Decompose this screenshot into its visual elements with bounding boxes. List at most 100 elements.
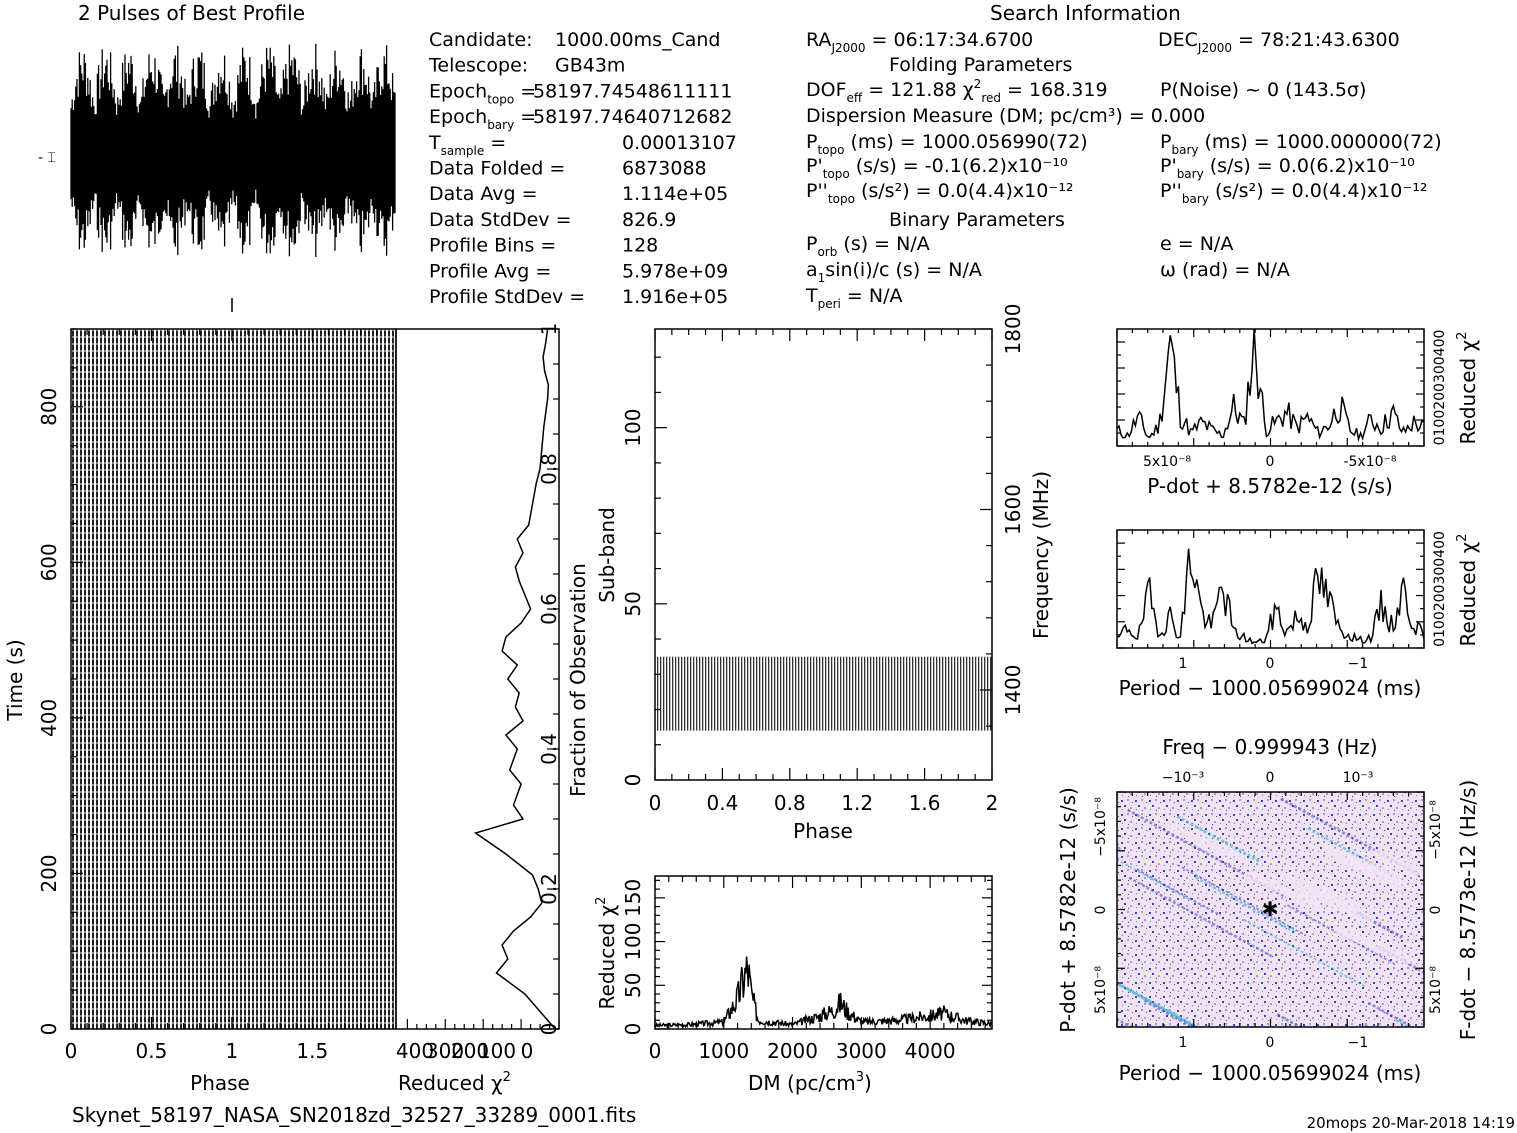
ppdot-xlabel: Period − 1000.05699024 (ms) <box>1119 1061 1422 1085</box>
period-xlabel: Period − 1000.05699024 (ms) <box>1119 676 1422 700</box>
dm-frame <box>654 875 993 1030</box>
small-ytick-labels: 0100200300400 <box>1432 330 1448 446</box>
ecc-line: e = N/A <box>1160 233 1233 255</box>
time-chi2-xtick: 0 <box>521 1039 534 1063</box>
info-label: Profile StdDev = <box>429 286 585 308</box>
info-label: Data Avg = <box>429 183 538 205</box>
period-ylabel: Reduced χ2 <box>1455 534 1480 647</box>
info-value: 826.9 <box>622 209 676 231</box>
time-chi2-xlabel: Reduced χ2 <box>398 1070 511 1095</box>
ppdot-streaks <box>1117 797 1424 1027</box>
info-value: 1.916e+05 <box>622 286 728 308</box>
pdot-plot: 5x10⁻⁸ 0 -5x10⁻⁸ 0100200300400 P-dot + 8.57… <box>1116 328 1480 498</box>
ppdot-xtick: 1 <box>1179 1035 1188 1051</box>
ppdot-xtick-top: −10⁻³ <box>1162 770 1205 786</box>
ppdot-streak <box>1117 1017 1134 1027</box>
dec-label: DECJ2000 = 78:21:43.6300 <box>1158 29 1400 55</box>
ptopo-line: Ptopo (ms) = 1000.056990(72) <box>806 131 1088 157</box>
info-value: 58197.74640712682 <box>533 106 732 128</box>
ppdot-xtick: −1 <box>1348 1035 1369 1051</box>
ppdot-title: Freq − 0.999943 (Hz) <box>1162 735 1377 759</box>
dm-xtick: 1000 <box>698 1039 749 1063</box>
ppdot-pale-streak <box>1372 849 1424 879</box>
time-phase-xtick: 0 <box>65 1039 78 1063</box>
pdbary-line: P'bary (s/s) = 0.0(6.2)x10⁻¹⁰ <box>1160 155 1415 181</box>
dm-ytick: 150 <box>621 879 645 917</box>
ppdot-streak <box>1176 864 1307 937</box>
pdot-xlabel: P-dot + 8.5782e-12 (s/s) <box>1147 474 1393 498</box>
footer-stamp: 20mops 20-Mar-2018 14:19 <box>1307 1114 1515 1132</box>
ppdot-best-marker: ✱ <box>1262 897 1279 921</box>
small-xtick: 1 <box>1179 656 1188 672</box>
pnoise-line: P(Noise) ~ 0 (143.5σ) <box>1160 79 1366 101</box>
info-label: Tsample = <box>428 132 506 158</box>
profile-errorbar: - ⌶ <box>38 150 56 166</box>
file-name: Skynet_58197_NASA_SN2018zd_32527_33289_0… <box>72 1103 636 1127</box>
time-phase-ytick: 0 <box>37 1023 61 1036</box>
time-chi2-xtick: 400 <box>396 1039 434 1063</box>
time-phase-xtick: 1 <box>226 1039 239 1063</box>
period-frame <box>1116 529 1425 649</box>
ra-label: RAJ2000 = 06:17:34.6700 <box>806 29 1033 55</box>
subband-ytick2: 1800 <box>1001 304 1025 355</box>
subband-ytick2: 1600 <box>1001 484 1025 535</box>
ppdot-pale-streak <box>1282 872 1361 911</box>
info-label: Telescope: <box>428 55 528 77</box>
pbary-line: Pbary (ms) = 1000.000000(72) <box>1160 131 1442 157</box>
pdtopo-line: P'topo (s/s) = -0.1(6.2)x10⁻¹⁰ <box>806 155 1068 181</box>
info-label: Profile Avg = <box>429 260 551 282</box>
dm-ytick: 0 <box>621 1023 645 1036</box>
pdot-ylabel: Reduced χ2 <box>1455 332 1480 445</box>
folding-title: Folding Parameters <box>889 54 1072 76</box>
info-value: GB43m <box>555 55 625 77</box>
info-label: Data StdDev = <box>429 209 572 231</box>
ppdot-streak <box>1176 815 1261 864</box>
info-value: 1.114e+05 <box>622 183 728 205</box>
ppdot-streak <box>1136 868 1221 917</box>
info-label: Epochtopo = <box>429 80 536 106</box>
dm-xlabel: DM (pc/cm3) <box>748 1070 872 1095</box>
subband-xtick: 0.8 <box>774 791 806 815</box>
pdot-line <box>1116 328 1425 443</box>
small-xtick: 5x10⁻⁸ <box>1143 454 1191 470</box>
time-phase-ytick: 400 <box>37 699 61 737</box>
omega-line: ω (rad) = N/A <box>1160 259 1290 281</box>
ppdot-pale-streak <box>1326 851 1405 890</box>
time-chi2-line <box>473 328 556 1030</box>
info-value: 128 <box>622 235 658 257</box>
time-phase-xtick: 0.5 <box>136 1039 168 1063</box>
ppdot-streak <box>1117 981 1199 1027</box>
ppdot-xtick-top: 0 <box>1266 770 1275 786</box>
ppdot-ytick2: 5x10⁻⁸ <box>1428 966 1444 1014</box>
subband-xtick: 2 <box>986 791 999 815</box>
search-info-title: Search Information <box>990 1 1181 25</box>
time-chi2-xtick: 100 <box>478 1039 516 1063</box>
ppdot-pale-streak <box>1296 885 1375 924</box>
dof-line: DOFeff = 121.88 χ2red = 168.319 <box>806 77 1108 105</box>
ppdot-pale-streak <box>1243 871 1322 910</box>
small-xtick: 0 <box>1266 454 1275 470</box>
dm-ytick: 50 <box>621 973 645 998</box>
info-value: 0.00013107 <box>622 132 737 154</box>
profile-trace <box>70 43 396 257</box>
small-xtick: −1 <box>1348 656 1369 672</box>
info-left: Candidate: 1000.00ms_Cand Telescope: GB43m E… <box>428 29 737 308</box>
time-chi2-ylabel2: Fraction of Observation <box>566 563 590 797</box>
period-plot: 1 0 −1 0100200300400 Period − 1000.05699024… <box>1116 529 1480 700</box>
subband-ytick2: 1400 <box>1001 665 1025 716</box>
ppdot-streak <box>1367 1001 1416 1027</box>
ppdot-streak <box>1117 858 1189 900</box>
dm-line <box>654 956 993 1030</box>
ppdot-streak <box>1280 797 1423 878</box>
ppdot-streak <box>1117 981 1201 1027</box>
dm-xtick: 0 <box>649 1039 662 1063</box>
time-chi2-frame <box>395 328 560 1030</box>
ppdot-pale-streak <box>1167 823 1246 862</box>
dm-xtick: 4000 <box>905 1039 956 1063</box>
info-right: RAJ2000 = 06:17:34.6700 DECJ2000 = 78:21… <box>805 29 1442 311</box>
period-line <box>1116 548 1425 645</box>
ppdot-ytick: 0 <box>1093 906 1109 915</box>
subband-ytick: 100 <box>621 409 645 447</box>
pddbary-line: P''bary (s/s²) = 0.0(4.4)x10⁻¹² <box>1160 180 1428 206</box>
